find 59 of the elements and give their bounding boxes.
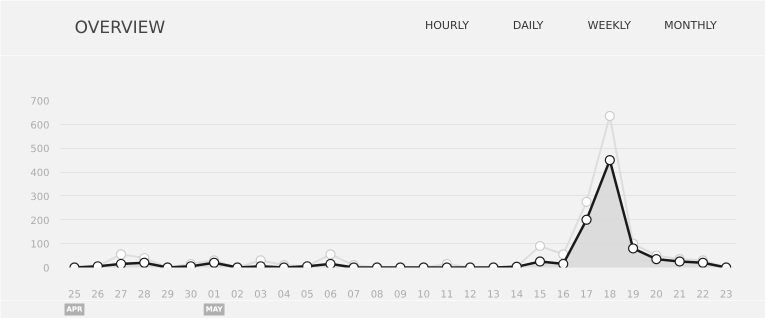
- point: [325, 249, 336, 260]
- x-tick-label: 28: [138, 290, 151, 300]
- x-tick-label: 17: [580, 290, 593, 300]
- x-tick-label: 20: [650, 290, 663, 300]
- x-tick-label: 27: [114, 290, 128, 300]
- text: DAILY: [512, 18, 544, 32]
- x-tick-label: 16: [556, 290, 570, 300]
- point: [651, 254, 662, 264]
- point: [628, 243, 638, 254]
- x-tick-label: 13: [487, 290, 500, 300]
- y-tick-label: 200: [30, 216, 50, 227]
- chart-title: OVERVIEW: [74, 18, 166, 38]
- point: [604, 110, 615, 122]
- x-tick-label: 11: [440, 290, 454, 300]
- x-tick-label: 23: [720, 290, 733, 300]
- x-tick-label: 08: [370, 290, 384, 300]
- point: [325, 258, 336, 268]
- point: [604, 155, 615, 166]
- x-tick-label: 03: [254, 290, 268, 300]
- x-tick-label: 19: [626, 290, 640, 300]
- point: [674, 256, 685, 267]
- y-tick-label: 0: [43, 264, 50, 274]
- y-tick-label: 700: [30, 96, 50, 108]
- x-tick-label: 21: [673, 290, 686, 300]
- point: [139, 258, 150, 268]
- y-tick-label: 500: [30, 144, 50, 156]
- x-tick-label: 02: [231, 290, 244, 300]
- x-tick-label: 06: [324, 290, 337, 300]
- x-tick-label: 29: [161, 290, 174, 300]
- x-tick-label: 30: [184, 290, 198, 300]
- point: [558, 258, 568, 268]
- x-tick-label: 18: [603, 290, 616, 300]
- x-tick-label: 25: [68, 290, 81, 300]
- y-tick-label: 600: [30, 120, 50, 132]
- x-tick-label: 12: [464, 290, 477, 300]
- x-tick-label: 04: [278, 290, 290, 300]
- point: [209, 258, 220, 268]
- x-tick-label: 14: [510, 290, 524, 300]
- point: [116, 249, 126, 260]
- text: WEEKLY: [588, 18, 632, 32]
- point: [534, 256, 546, 267]
- point: [581, 214, 592, 225]
- x-tick-label: 07: [347, 290, 360, 300]
- text: HOURLY: [424, 18, 470, 32]
- x-tick-label: 09: [394, 290, 407, 300]
- x-tick-label: 15: [534, 290, 546, 300]
- x-tick-label: 22: [696, 290, 710, 300]
- x-tick-label: 05: [300, 290, 314, 300]
- y-tick-label: 400: [30, 168, 50, 180]
- y-tick-label: 300: [30, 192, 50, 203]
- point: [534, 240, 546, 252]
- point: [581, 196, 592, 207]
- point: [116, 258, 126, 268]
- x-tick-label: 26: [91, 290, 104, 300]
- y-tick-label: 100: [30, 240, 50, 251]
- x-tick-label: 10: [417, 290, 430, 300]
- x-tick-label: 01: [208, 290, 220, 300]
- text: MONTHLY: [664, 18, 718, 32]
- point: [698, 258, 708, 268]
